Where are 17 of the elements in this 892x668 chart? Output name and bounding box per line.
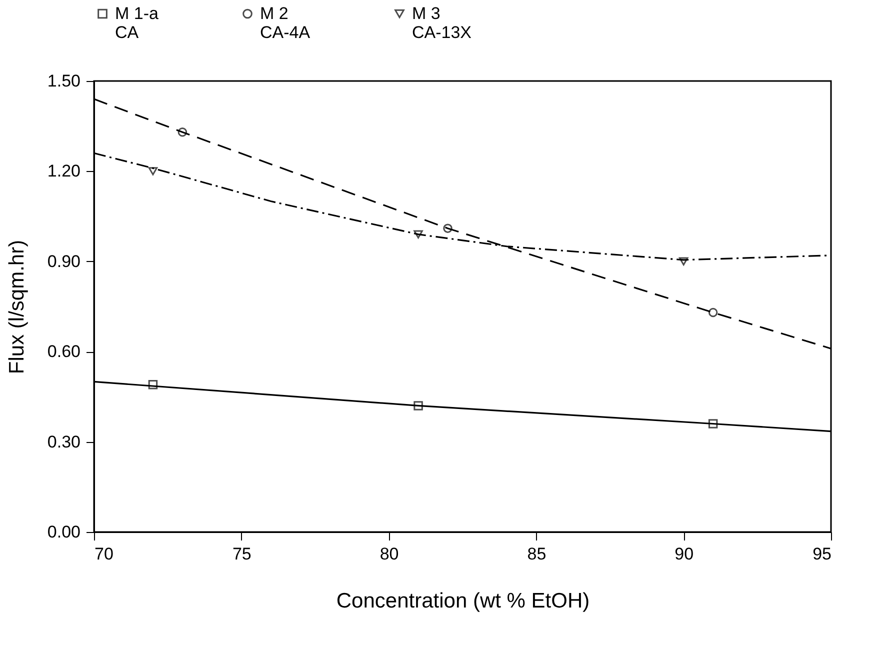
- legend-label: M 1-a CA: [115, 4, 159, 42]
- y-axis-title: Flux (l/sqm.hr): [5, 240, 28, 374]
- y-tick-label: 0.30: [47, 432, 80, 452]
- x-tick-label: 75: [232, 544, 252, 564]
- y-tick-label: 1.50: [47, 72, 80, 90]
- x-tick-label: 70: [94, 544, 114, 564]
- x-tick-label: 85: [527, 544, 546, 564]
- legend-label: M 2 CA-4A: [260, 4, 311, 42]
- y-tick-label: 1.20: [47, 162, 80, 181]
- x-tick-label: 95: [812, 544, 832, 564]
- y-tick-label: 0.60: [47, 342, 80, 362]
- x-tick-label: 90: [674, 544, 694, 564]
- y-tick-label: 0.00: [47, 522, 80, 542]
- x-tick-label: 80: [380, 544, 399, 564]
- legend-label: M 3 CA-13X: [412, 4, 472, 42]
- y-tick-label: 0.90: [47, 252, 80, 271]
- x-axis-title: Concentration (wt % EtOH): [336, 590, 590, 612]
